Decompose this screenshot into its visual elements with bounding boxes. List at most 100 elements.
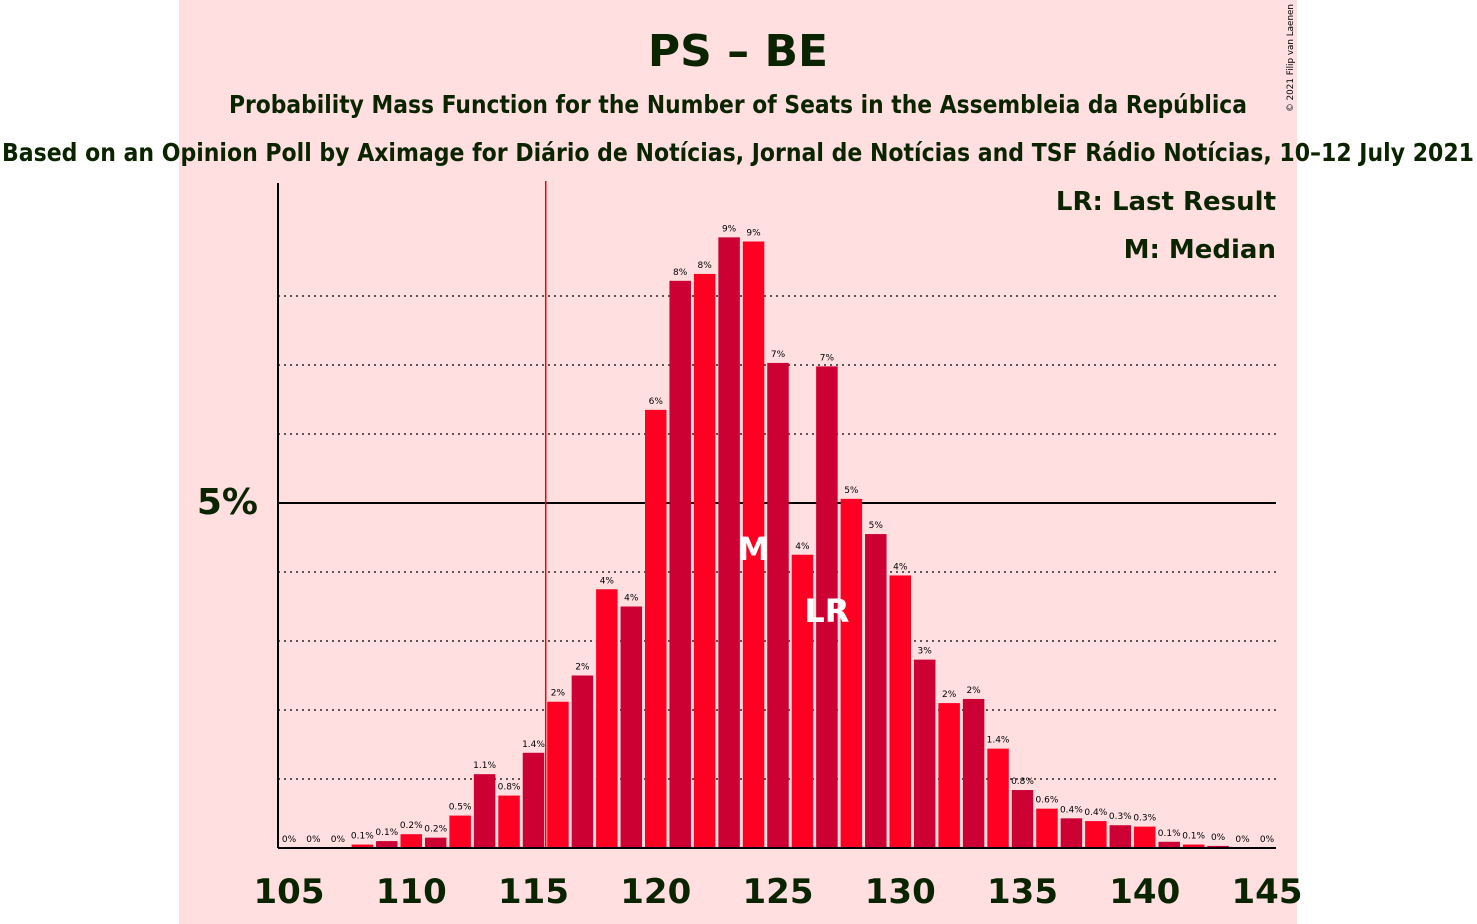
bar-137 xyxy=(1060,818,1083,848)
bar-130 xyxy=(889,575,911,848)
x-tick-115: 115 xyxy=(498,872,569,912)
bar-label-138: 0.4% xyxy=(1084,808,1107,818)
bar-label-113: 1.1% xyxy=(473,761,496,771)
bar-142 xyxy=(1182,844,1205,848)
x-tick-130: 130 xyxy=(865,872,936,912)
bar-121 xyxy=(669,280,691,848)
bar-label-109: 0.1% xyxy=(375,828,398,838)
bar-label-126: 4% xyxy=(795,542,810,552)
bar-label-128: 5% xyxy=(844,486,859,496)
bar-135 xyxy=(1011,790,1034,848)
bar-138 xyxy=(1085,821,1107,848)
bar-label-110: 0.2% xyxy=(400,821,423,831)
bar-label-108: 0.1% xyxy=(351,832,374,842)
bar-122 xyxy=(693,273,716,848)
bar-label-124: 9% xyxy=(746,228,761,238)
bar-label-145: 0% xyxy=(1260,835,1275,845)
markers: M LR xyxy=(738,530,850,630)
bar-label-122: 8% xyxy=(698,261,713,271)
bar-108 xyxy=(351,844,374,848)
bar-124 xyxy=(742,241,765,849)
bar-label-111: 0.2% xyxy=(424,825,447,835)
bar-117 xyxy=(571,675,594,848)
chart-subtitle: Probability Mass Function for the Number… xyxy=(229,90,1247,119)
bar-114 xyxy=(498,795,520,848)
bar-labels: 0% 0% 0% 0.1% 0.1%0.2% 0.2%0.5%1.1%0.8%1.4%2%… xyxy=(282,224,1275,845)
median-marker: M xyxy=(738,530,770,568)
bar-111 xyxy=(424,837,447,848)
bar-label-115: 1.4% xyxy=(522,740,545,750)
bar-label-125: 7% xyxy=(771,350,786,360)
bar-label-134: 1.4% xyxy=(987,736,1010,746)
bar-label-107: 0% xyxy=(331,835,346,845)
x-tick-145: 145 xyxy=(1232,872,1303,912)
bar-label-144: 0% xyxy=(1235,835,1250,845)
bars xyxy=(351,237,1229,849)
bar-label-116: 2% xyxy=(551,689,566,699)
bar-label-141: 0.1% xyxy=(1158,829,1181,839)
bar-141 xyxy=(1158,841,1180,848)
bar-123 xyxy=(718,237,740,849)
bar-label-123: 9% xyxy=(722,224,737,234)
bar-label-112: 0.5% xyxy=(449,803,472,813)
bar-110 xyxy=(400,834,422,848)
chart-title: PS – BE xyxy=(648,26,828,77)
bar-133 xyxy=(962,698,985,848)
x-tick-125: 125 xyxy=(743,872,814,912)
x-tick-labels: 105 110 115 120 125 130 135 140 145 xyxy=(254,872,1303,912)
bar-136 xyxy=(1036,808,1058,848)
y-tick-label-5: 5% xyxy=(197,482,258,523)
bar-label-120: 6% xyxy=(649,397,664,407)
bar-label-140: 0.3% xyxy=(1133,814,1156,824)
bar-143 xyxy=(1207,845,1229,848)
bar-126 xyxy=(791,554,814,848)
bar-label-106: 0% xyxy=(306,835,321,845)
bar-109 xyxy=(376,841,398,848)
legend-median: M: Median xyxy=(1124,235,1276,265)
chart-subtitle-2: Based on an Opinion Poll by Aximage for … xyxy=(2,138,1474,167)
bar-120 xyxy=(645,409,667,848)
bar-140 xyxy=(1134,826,1156,848)
bar-127 xyxy=(816,366,838,848)
bar-label-142: 0.1% xyxy=(1182,832,1205,842)
bar-139 xyxy=(1109,825,1132,848)
bar-label-114: 0.8% xyxy=(498,783,521,793)
bar-label-118: 4% xyxy=(600,576,615,586)
bar-115 xyxy=(522,752,545,848)
bar-128 xyxy=(840,498,863,848)
bar-131 xyxy=(913,659,936,848)
bar-116 xyxy=(547,701,569,848)
bar-label-127: 7% xyxy=(820,353,835,363)
bar-label-129: 5% xyxy=(869,521,884,531)
bar-113 xyxy=(473,774,496,848)
last-result-marker: LR xyxy=(804,592,849,630)
bar-label-105: 0% xyxy=(282,835,297,845)
bar-label-121: 8% xyxy=(673,268,688,278)
bar-125 xyxy=(767,362,789,848)
bar-label-137: 0.4% xyxy=(1060,805,1083,815)
bar-134 xyxy=(987,748,1009,848)
bar-label-139: 0.3% xyxy=(1109,812,1132,822)
x-tick-135: 135 xyxy=(987,872,1058,912)
copyright: © 2021 Filip van Laenen xyxy=(1286,4,1296,112)
bar-label-117: 2% xyxy=(575,663,590,673)
bar-label-143: 0% xyxy=(1211,833,1226,843)
bar-label-119: 4% xyxy=(624,594,639,604)
x-tick-110: 110 xyxy=(376,872,447,912)
bar-129 xyxy=(865,534,887,848)
bar-label-135: 0.8% xyxy=(1011,777,1034,787)
x-tick-105: 105 xyxy=(254,872,325,912)
x-tick-140: 140 xyxy=(1109,872,1180,912)
bar-119 xyxy=(620,606,643,848)
bar-118 xyxy=(596,589,618,848)
legend-last-result: LR: Last Result xyxy=(1056,187,1276,217)
bar-label-132: 2% xyxy=(942,690,957,700)
x-tick-120: 120 xyxy=(620,872,691,912)
bar-label-131: 3% xyxy=(918,647,933,657)
bar-label-136: 0.6% xyxy=(1036,796,1059,806)
bar-132 xyxy=(938,703,960,848)
bar-label-133: 2% xyxy=(966,686,981,696)
bar-112 xyxy=(449,815,471,848)
bar-label-130: 4% xyxy=(893,562,908,572)
